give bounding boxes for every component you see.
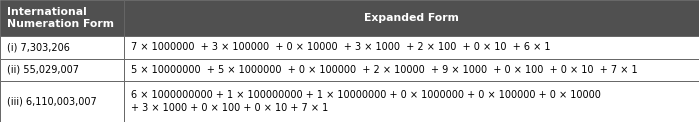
- Bar: [0, 81, 124, 122]
- Text: 6 × 1000000000 + 1 × 100000000 + 1 × 10000000 + 0 × 1000000 + 0 × 100000 + 0 × 1: 6 × 1000000000 + 1 × 100000000 + 1 × 100…: [131, 90, 601, 113]
- Text: Expanded Form: Expanded Form: [364, 13, 459, 23]
- Text: (i) 7,303,206: (i) 7,303,206: [7, 42, 70, 52]
- Bar: [0, 36, 124, 59]
- Bar: [0, 59, 124, 81]
- Bar: [124, 81, 699, 122]
- Text: (iii) 6,110,003,007: (iii) 6,110,003,007: [7, 97, 96, 107]
- Text: International
Numeration Form: International Numeration Form: [7, 7, 114, 29]
- Text: 7 × 1000000  + 3 × 100000  + 0 × 10000  + 3 × 1000  + 2 × 100  + 0 × 10  + 6 × 1: 7 × 1000000 + 3 × 100000 + 0 × 10000 + 3…: [131, 42, 551, 52]
- Text: (ii) 55,029,007: (ii) 55,029,007: [7, 65, 79, 75]
- Bar: [124, 59, 699, 81]
- Text: 5 × 10000000  + 5 × 1000000  + 0 × 100000  + 2 × 10000  + 9 × 1000  + 0 × 100  +: 5 × 10000000 + 5 × 1000000 + 0 × 100000 …: [131, 65, 638, 75]
- Bar: [124, 0, 699, 36]
- Bar: [124, 36, 699, 59]
- Bar: [0, 0, 124, 36]
